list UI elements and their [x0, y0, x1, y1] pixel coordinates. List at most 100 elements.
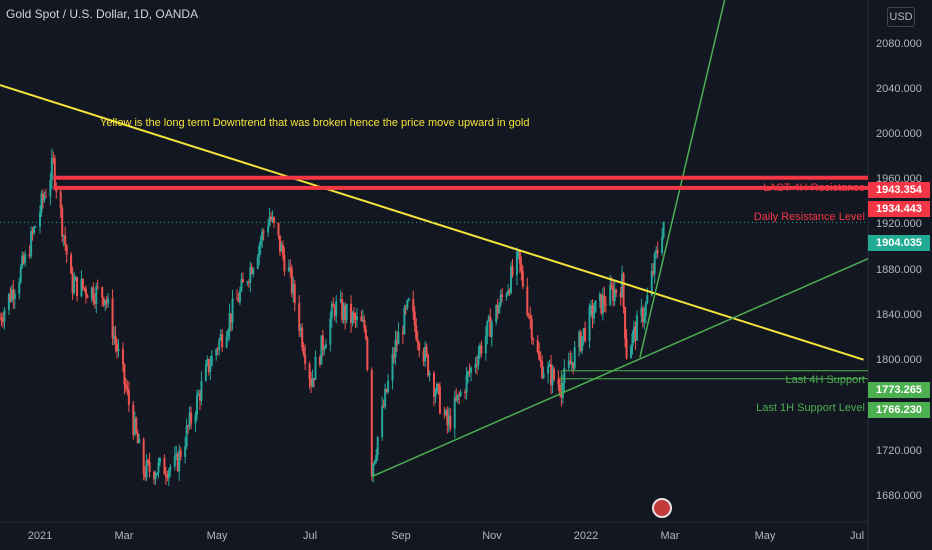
candle-body	[635, 315, 638, 341]
currency-button[interactable]: USD	[887, 7, 915, 27]
candle-body	[422, 350, 425, 362]
price-tag-last-1h-support: 1766.230	[868, 402, 930, 418]
candle-body	[489, 316, 492, 337]
candle-body	[584, 328, 587, 341]
candle-body	[178, 450, 181, 472]
candle-body	[413, 311, 416, 326]
candle-body	[298, 303, 301, 331]
x-tick-label: Sep	[391, 530, 411, 542]
candle-body	[541, 361, 544, 378]
candle-body	[428, 373, 431, 376]
candle-body	[247, 282, 250, 284]
candle-body	[163, 458, 166, 475]
x-tick-label: 2021	[27, 530, 53, 542]
candle-body	[515, 252, 518, 276]
candle-body	[401, 332, 404, 335]
candle-body	[373, 460, 376, 464]
candle-body	[355, 316, 358, 320]
candle-body	[360, 316, 363, 322]
candle-body	[594, 300, 597, 313]
candle-body	[547, 366, 550, 374]
candle-body	[511, 266, 514, 276]
candle-body	[142, 439, 145, 474]
level-label-last-1h-support: Last 1H Support Level	[756, 402, 865, 414]
candle-body	[563, 367, 566, 383]
x-tick-label: Mar	[660, 530, 680, 542]
candle-body	[425, 346, 428, 355]
candle-body	[418, 343, 421, 351]
candle-body	[283, 254, 286, 272]
candle-body	[397, 332, 400, 345]
x-tick-label: Nov	[482, 530, 502, 542]
candle-body	[144, 473, 147, 478]
candle-body	[520, 263, 523, 272]
candle-body	[456, 394, 459, 401]
candle-body	[538, 351, 541, 360]
candle-body	[7, 293, 10, 310]
price-tag-last-4h-support: 1773.265	[868, 382, 930, 398]
candle-body	[136, 432, 139, 444]
candle-body	[104, 299, 107, 305]
candle-body	[552, 368, 555, 380]
candle-body	[21, 255, 24, 267]
candle-body	[662, 221, 665, 238]
candle-body	[121, 348, 124, 364]
y-tick-label: 1680.000	[876, 490, 922, 502]
candle-body	[486, 320, 489, 336]
candle-body	[124, 384, 127, 389]
trendline-breakout	[639, 0, 726, 358]
candle-body	[490, 322, 493, 337]
candle-body	[529, 315, 532, 320]
candle-body	[132, 404, 135, 435]
candle-body	[330, 304, 333, 319]
x-tick-label: May	[754, 530, 776, 542]
candle-body	[581, 336, 584, 351]
candle-body	[318, 357, 321, 365]
candle-body	[278, 235, 281, 252]
candle-body	[153, 471, 156, 480]
candle-body	[101, 287, 104, 298]
candle-body	[342, 305, 345, 320]
candle-body	[501, 294, 504, 297]
candle-body	[372, 463, 375, 476]
candle-body	[41, 193, 44, 201]
candle-body	[237, 298, 240, 303]
candle-body	[467, 371, 470, 375]
y-tick-label: 1840.000	[876, 309, 922, 321]
candle-body	[277, 223, 280, 236]
candle-body	[18, 282, 21, 294]
candle-body	[116, 343, 119, 352]
candle-body	[517, 250, 520, 253]
candle-body	[111, 298, 114, 339]
candle-body	[404, 307, 407, 309]
candle-body	[364, 328, 367, 338]
candle-body	[311, 378, 314, 387]
candle-body	[1, 320, 4, 322]
candle-body	[231, 298, 234, 323]
candle-body	[499, 294, 502, 306]
candle-body	[632, 326, 635, 334]
candle-body	[653, 253, 656, 274]
candle-body	[557, 379, 560, 385]
candle-body	[603, 295, 606, 305]
candle-body	[43, 196, 46, 201]
flag-icon[interactable]	[652, 498, 672, 518]
candle-body	[609, 284, 612, 306]
candle-body	[363, 319, 366, 329]
candle-body	[438, 386, 441, 414]
candle-body	[209, 365, 212, 372]
candle-body	[252, 268, 255, 274]
candle-body	[521, 271, 524, 287]
candle-body	[206, 359, 209, 365]
candle-body	[49, 180, 52, 197]
candle-body	[114, 335, 117, 344]
candle-body	[588, 307, 591, 341]
candle-body	[12, 289, 15, 299]
candle-body	[643, 315, 646, 323]
candle-body	[190, 412, 193, 424]
candle-body	[622, 273, 625, 308]
candle-body	[117, 348, 120, 352]
price-tag-last-4h-resistance: 1943.354	[868, 182, 930, 198]
candle-body	[598, 294, 601, 301]
